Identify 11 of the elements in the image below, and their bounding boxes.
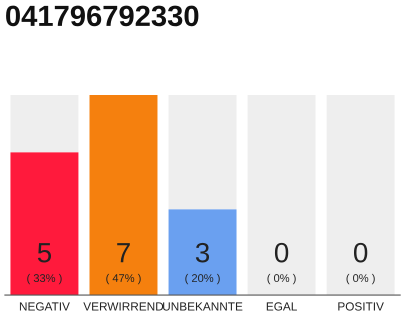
text: 7 ( 47% )	[106, 243, 141, 284]
text: 0 ( 0% )	[267, 242, 296, 284]
chart-title: 041796792330	[6, 6, 198, 26]
x-tick-label: UNBEKANNTE	[163, 302, 242, 311]
text: 3 ( 20% )	[185, 242, 220, 284]
x-tick-label: NEGATIV	[20, 302, 70, 311]
x-tick-label: EGAL	[266, 302, 297, 311]
text: 0 ( 0% )	[346, 242, 375, 284]
text: 5 ( 33% )	[27, 243, 62, 284]
x-tick-label: POSITIV	[338, 302, 384, 311]
x-tick-label: VERWIRREND	[83, 302, 164, 311]
